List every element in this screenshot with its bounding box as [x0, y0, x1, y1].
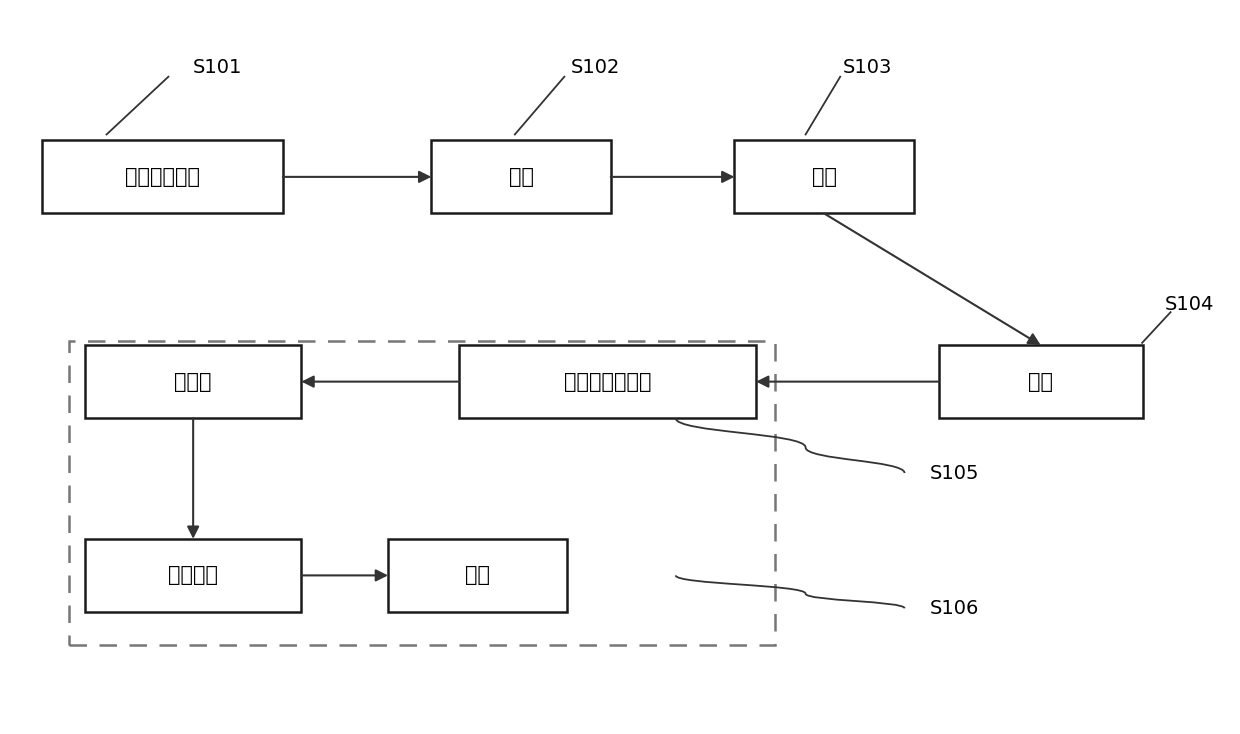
Text: S103: S103 — [843, 58, 892, 76]
Text: 镀铜: 镀铜 — [1028, 371, 1053, 392]
Bar — [734, 140, 914, 214]
Bar — [84, 539, 301, 612]
Text: 湿绿油: 湿绿油 — [175, 371, 212, 392]
Text: 铜粒散热片压合: 铜粒散热片压合 — [564, 371, 651, 392]
Text: 表面处理: 表面处理 — [169, 565, 218, 586]
Text: S104: S104 — [1164, 295, 1214, 314]
Text: S106: S106 — [929, 599, 978, 618]
Text: 压合: 压合 — [812, 167, 837, 187]
Text: S101: S101 — [193, 58, 243, 76]
Bar — [69, 341, 775, 645]
Text: 锣板: 锣板 — [465, 565, 490, 586]
Text: S102: S102 — [570, 58, 620, 76]
Text: 钻孔: 钻孔 — [508, 167, 533, 187]
Bar — [432, 140, 611, 214]
Bar — [84, 345, 301, 418]
Bar — [939, 345, 1143, 418]
Text: S105: S105 — [929, 464, 978, 482]
Bar — [388, 539, 568, 612]
Bar — [42, 140, 283, 214]
Bar — [459, 345, 756, 418]
Text: 内层芯板制作: 内层芯板制作 — [125, 167, 200, 187]
